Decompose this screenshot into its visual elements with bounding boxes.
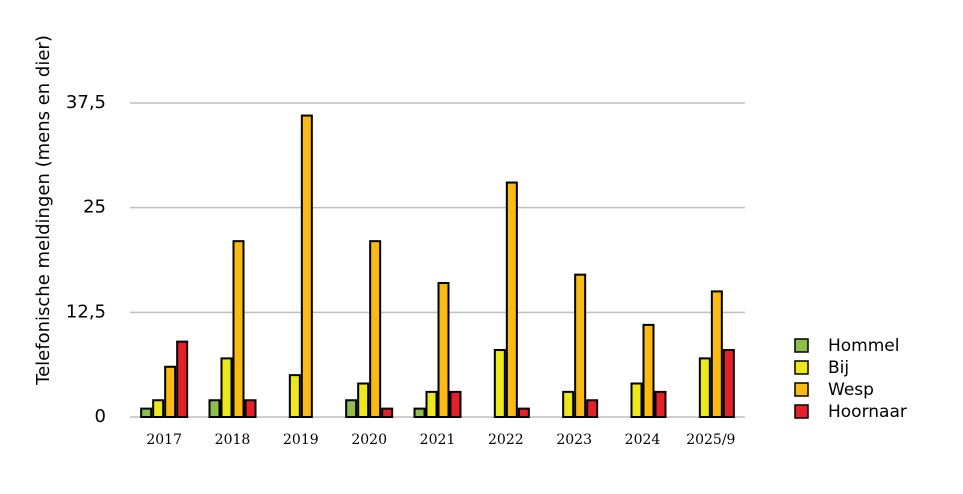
bar xyxy=(493,349,506,418)
legend-label: Bij xyxy=(828,358,849,378)
bar xyxy=(586,399,599,418)
bar xyxy=(288,374,301,418)
bar xyxy=(220,357,233,418)
bar xyxy=(413,407,426,419)
bar xyxy=(300,114,313,418)
bar xyxy=(381,407,394,419)
x-tick-label: 2024 xyxy=(625,432,661,448)
y-tick-label: 12,5 xyxy=(66,301,106,322)
bar xyxy=(357,382,370,418)
bar xyxy=(654,390,667,419)
bar xyxy=(164,365,177,419)
legend-swatch xyxy=(794,338,809,353)
bar xyxy=(345,399,358,418)
bar xyxy=(642,323,655,419)
bar xyxy=(562,390,575,419)
bar xyxy=(722,349,735,418)
y-tick-label: 37,5 xyxy=(66,92,106,113)
legend-label: Hoornaar xyxy=(828,402,907,422)
x-tick-label: 2020 xyxy=(351,432,387,448)
y-axis-label: Telefonische meldingen (mens en dier) xyxy=(33,35,54,386)
y-tick-label: 0 xyxy=(95,406,106,427)
x-tick-label: 2023 xyxy=(556,432,592,448)
bar xyxy=(517,407,530,419)
bar xyxy=(425,390,438,419)
bar xyxy=(232,240,245,418)
bar xyxy=(710,290,723,418)
bar xyxy=(630,382,643,418)
bar xyxy=(449,390,462,419)
legend-swatch xyxy=(794,360,809,375)
x-tick-label: 2019 xyxy=(283,432,319,448)
x-tick-label: 2017 xyxy=(146,432,182,448)
legend-label: Wesp xyxy=(828,380,874,400)
bar xyxy=(176,340,189,419)
bar xyxy=(208,399,221,418)
x-tick-label: 2025/9 xyxy=(686,432,735,448)
y-tick-label: 25 xyxy=(83,197,106,218)
bar xyxy=(437,282,450,418)
x-tick-label: 2018 xyxy=(215,432,251,448)
x-tick-label: 2022 xyxy=(488,432,524,448)
bar xyxy=(574,273,587,418)
bar xyxy=(152,399,165,418)
bar xyxy=(140,407,153,419)
bar xyxy=(244,399,257,418)
bar xyxy=(698,357,711,418)
legend-swatch xyxy=(794,382,809,397)
x-tick-label: 2021 xyxy=(420,432,456,448)
legend-label: Hommel xyxy=(828,336,900,356)
bar xyxy=(369,240,382,418)
legend-swatch xyxy=(794,404,809,419)
bar xyxy=(505,181,518,418)
